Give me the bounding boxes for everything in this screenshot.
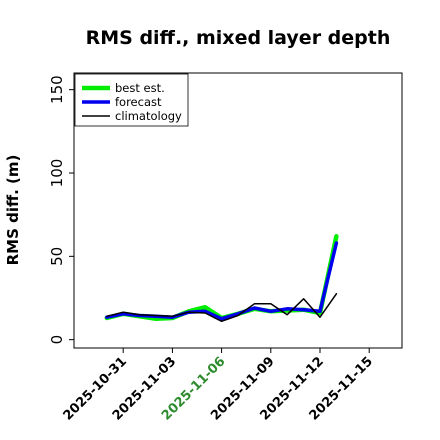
x-ticks: 2025-10-312025-11-032025-11-062025-11-09… bbox=[61, 348, 376, 424]
y-tick-label: 0 bbox=[48, 335, 66, 345]
series-line-forecast bbox=[105, 241, 339, 321]
y-ticks: 0 50 100 150 bbox=[48, 75, 74, 344]
legend-label: climatology bbox=[115, 109, 182, 123]
y-axis-label: RMS diff. (m) bbox=[4, 155, 22, 266]
legend-label: forecast bbox=[115, 95, 162, 109]
y-tick-label: 50 bbox=[48, 247, 66, 266]
series-line-climatology bbox=[106, 293, 338, 323]
series-lines bbox=[104, 234, 339, 323]
y-tick-label: 150 bbox=[48, 75, 66, 104]
legend-box bbox=[74, 73, 189, 127]
plot-frame bbox=[73, 72, 403, 349]
legend-label: best est. bbox=[115, 81, 165, 95]
chart-title: RMS diff., mixed layer depth bbox=[86, 27, 391, 49]
y-tick-label: 100 bbox=[48, 159, 66, 188]
series-line-best-est bbox=[104, 234, 339, 322]
